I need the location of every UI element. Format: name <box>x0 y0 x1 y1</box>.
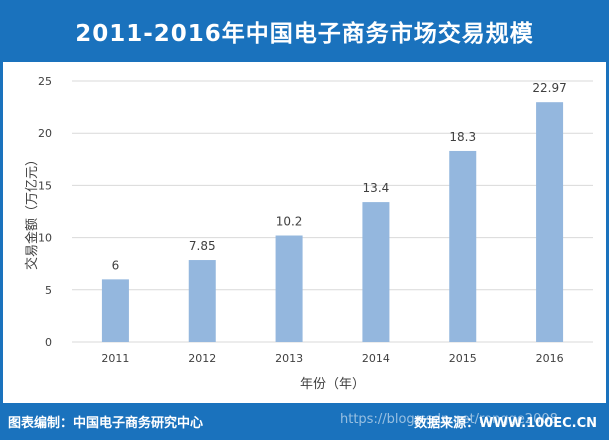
x-tick-label: 2014 <box>362 352 390 365</box>
y-tick-label: 0 <box>45 336 52 349</box>
x-axis-title: 年份（年） <box>300 377 365 392</box>
x-tick-label: 2016 <box>536 352 564 365</box>
header-bar: 2011-2016年中国电子商务市场交易规模 <box>0 0 609 62</box>
bar-2011 <box>101 279 129 342</box>
x-tick-label: 2011 <box>101 352 129 365</box>
x-tick-label: 2015 <box>449 352 477 365</box>
data-label: 22.97 <box>532 81 566 95</box>
data-label: 7.85 <box>189 239 216 253</box>
data-label: 18.3 <box>449 130 476 144</box>
bar-2015 <box>449 150 477 342</box>
chart-editor-credit: 图表编制：中国电子商务研究中心 <box>8 416 204 431</box>
y-axis-title: 交易金额（万亿元） <box>24 153 40 270</box>
data-label: 6 <box>112 258 120 272</box>
footer-bar: 图表编制：中国电子商务研究中心 https://blog.csdn.net/ro… <box>0 403 609 440</box>
bar-2012 <box>188 260 216 342</box>
chart-title: 2011-2016年中国电子商务市场交易规模 <box>75 21 534 47</box>
data-label: 10.2 <box>276 215 303 229</box>
chart-panel: 0 5 10 15 20 25 6 2011 7.85 2012 10.2 2013 13.4 2014 1… <box>3 62 606 403</box>
bar-2016 <box>536 102 564 342</box>
y-tick-label: 15 <box>38 179 52 192</box>
y-tick-label: 25 <box>38 75 52 88</box>
data-source-credit: 数据来源：WWW.100EC.CN <box>414 416 597 431</box>
bar-2013 <box>275 235 303 342</box>
x-tick-label: 2012 <box>188 352 216 365</box>
bar-chart: 0 5 10 15 20 25 6 2011 7.85 2012 10.2 2013 13.4 2014 1… <box>24 75 593 392</box>
data-label: 13.4 <box>363 181 390 195</box>
x-tick-label: 2013 <box>275 352 303 365</box>
y-tick-label: 20 <box>38 127 52 140</box>
blog-watermark: https://blog.csdn.net/rongge2008 <box>340 412 558 427</box>
bar-2014 <box>362 202 390 342</box>
y-tick-label: 10 <box>38 232 52 245</box>
y-tick-label: 5 <box>45 284 52 297</box>
